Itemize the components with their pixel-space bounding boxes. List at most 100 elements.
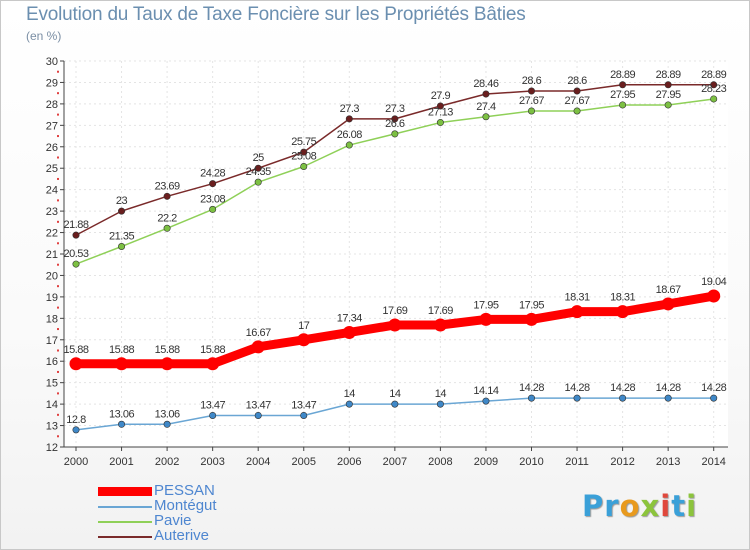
data-point-auterive [482,90,490,98]
data-label-auterive: 23.69 [155,180,180,192]
data-point-pessan [251,340,265,354]
logo-letter: i [686,489,698,523]
y-minor-dot [57,285,59,288]
data-point-montegut [527,394,535,402]
data-point-pessan [206,357,220,371]
logo-letter: r [604,489,620,523]
data-point-auterive [710,81,718,89]
data-point-pessan [342,325,356,339]
logo-letter: t [671,489,687,523]
y-minor-dot [57,199,59,202]
logo-letter: x [640,489,661,523]
y-minor-dot [57,392,59,395]
data-point-montegut [209,411,217,419]
x-tick-label: 2009 [474,456,498,468]
y-tick-label: 25 [46,163,58,175]
y-tick-label: 21 [46,249,58,261]
data-label-pavie: 26.6 [385,118,405,130]
y-tick-label: 14 [46,399,58,411]
data-point-montegut [391,400,399,408]
data-label-auterive: 28.89 [610,69,635,81]
data-label-auterive: 28.89 [701,69,726,81]
data-label-pavie: 26.08 [337,129,362,141]
data-label-montegut: 13.06 [109,408,134,420]
data-point-auterive [72,231,80,239]
data-point-auterive [664,81,672,89]
data-point-montegut [300,411,308,419]
y-tick-label: 28 [46,99,58,111]
data-point-pavie [345,141,353,149]
data-label-pavie: 22.2 [157,212,177,224]
legend-swatch-pavie [98,521,152,523]
data-point-pessan [433,318,447,332]
data-point-pessan [616,305,630,319]
y-minor-dot [57,177,59,180]
data-label-pessan: 17.95 [473,299,498,311]
data-point-auterive [573,87,581,95]
data-point-montegut [254,411,262,419]
legend-swatch-pessan [98,487,152,496]
data-point-auterive [209,180,217,188]
data-point-pavie [527,107,535,115]
data-point-montegut [72,426,80,434]
logo-letter: i [660,489,672,523]
data-point-pessan [160,357,174,371]
data-point-pavie [300,163,308,171]
data-label-montegut: 14.28 [519,382,544,394]
y-minor-dot [57,135,59,138]
data-point-auterive [300,148,308,156]
data-label-pessan: 15.88 [63,344,88,356]
data-label-pessan: 17.69 [382,305,407,317]
x-tick-label: 2004 [246,456,270,468]
data-point-pavie [391,130,399,138]
data-label-montegut: 14.28 [656,382,681,394]
data-label-pavie: 27.95 [610,89,635,101]
y-minor-dot [57,113,59,116]
x-tick-label: 2008 [428,456,452,468]
data-label-montegut: 13.47 [200,399,225,411]
y-tick-label: 23 [46,206,58,218]
data-label-auterive: 28.6 [522,75,542,87]
data-label-auterive: 24.28 [200,168,225,180]
legend-label-montegut: Montégut [154,497,217,514]
data-point-pessan [115,357,129,371]
x-tick-label: 2002 [155,456,179,468]
data-point-montegut [619,394,627,402]
y-tick-label: 12 [46,442,58,454]
legend-swatch-montegut [98,506,152,508]
x-tick-label: 2012 [610,456,634,468]
data-label-montegut: 14 [435,388,447,400]
legend-swatch-auterive [98,536,152,538]
y-tick-label: 20 [46,270,58,282]
y-minor-dot [57,413,59,416]
data-label-pessan: 18.31 [565,292,590,304]
logo-letter: P [582,489,605,523]
y-tick-label: 13 [46,421,58,433]
data-point-auterive [436,102,444,110]
data-point-auterive [163,192,171,200]
data-label-auterive: 28.46 [473,78,498,90]
data-point-pavie [118,242,126,250]
x-tick-label: 2010 [519,456,543,468]
y-minor-dot [57,220,59,223]
data-point-montegut [163,420,171,428]
data-label-pavie: 25.08 [291,151,316,163]
x-tick-label: 2005 [292,456,316,468]
y-tick-label: 16 [46,356,58,368]
unit-label: (en %) [26,29,62,43]
data-label-auterive: 25 [253,152,265,164]
data-label-auterive: 28.6 [567,75,587,87]
data-point-montegut [118,420,126,428]
data-label-pavie: 27.67 [519,95,544,107]
x-tick-label: 2000 [64,456,88,468]
data-point-montegut [710,394,718,402]
data-label-pessan: 17.95 [519,299,544,311]
data-label-montegut: 14.28 [701,382,726,394]
data-label-pavie: 23.08 [200,193,225,205]
data-label-montegut: 14.28 [610,382,635,394]
data-point-pavie [619,101,627,109]
y-tick-label: 30 [46,56,58,68]
data-label-pessan: 15.88 [109,344,134,356]
x-tick-label: 2006 [337,456,361,468]
y-minor-dot [57,242,59,245]
